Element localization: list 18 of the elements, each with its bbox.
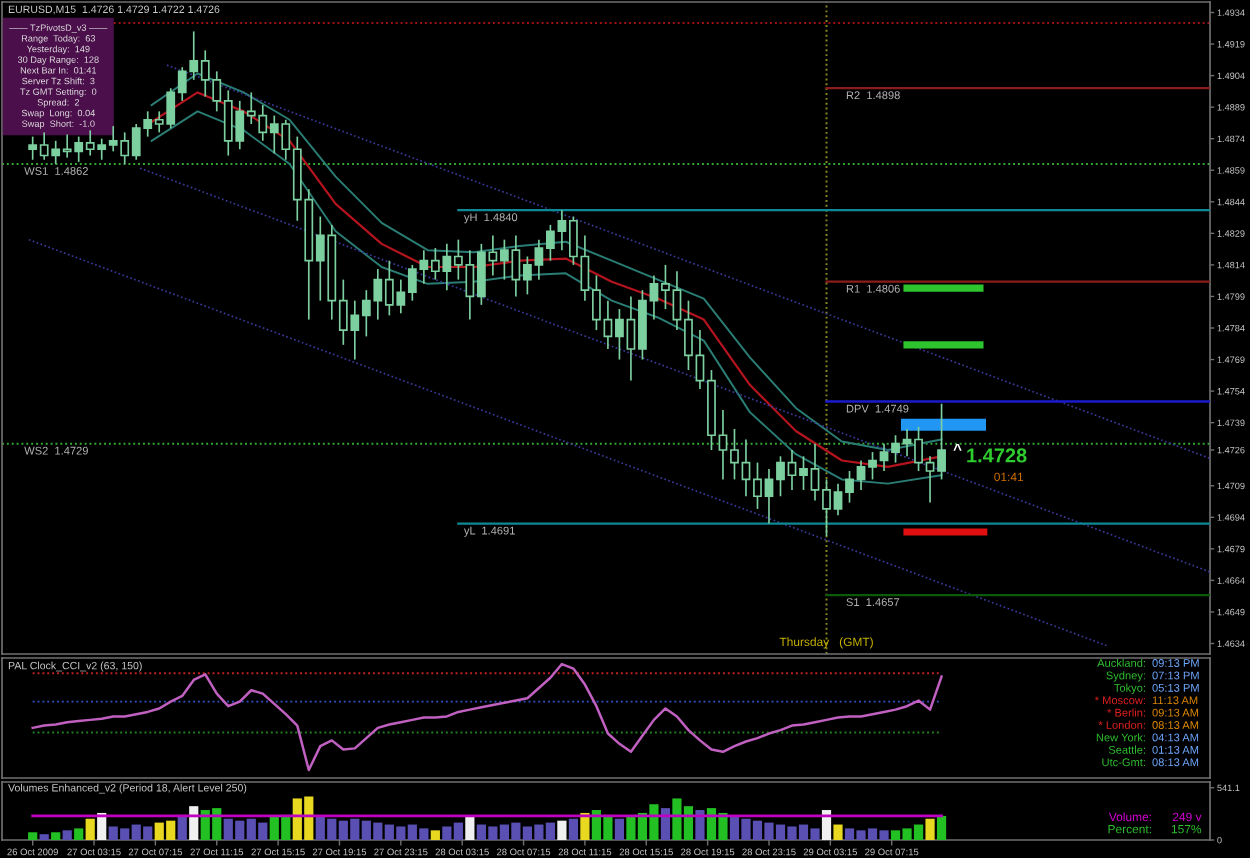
bar xyxy=(614,818,625,840)
bar xyxy=(568,818,579,840)
annotation: 1.4728 xyxy=(967,448,1027,463)
bar xyxy=(177,814,187,840)
bar xyxy=(557,820,567,840)
bar xyxy=(28,832,38,840)
bar xyxy=(39,834,49,840)
bar xyxy=(62,830,72,840)
bar xyxy=(430,830,440,840)
bar xyxy=(465,816,475,840)
bar xyxy=(833,824,843,840)
bar xyxy=(74,828,84,840)
bar xyxy=(51,832,61,840)
bar xyxy=(936,815,947,840)
bar xyxy=(925,818,935,840)
bar xyxy=(189,806,199,840)
bar xyxy=(85,818,95,840)
bar xyxy=(695,810,705,840)
